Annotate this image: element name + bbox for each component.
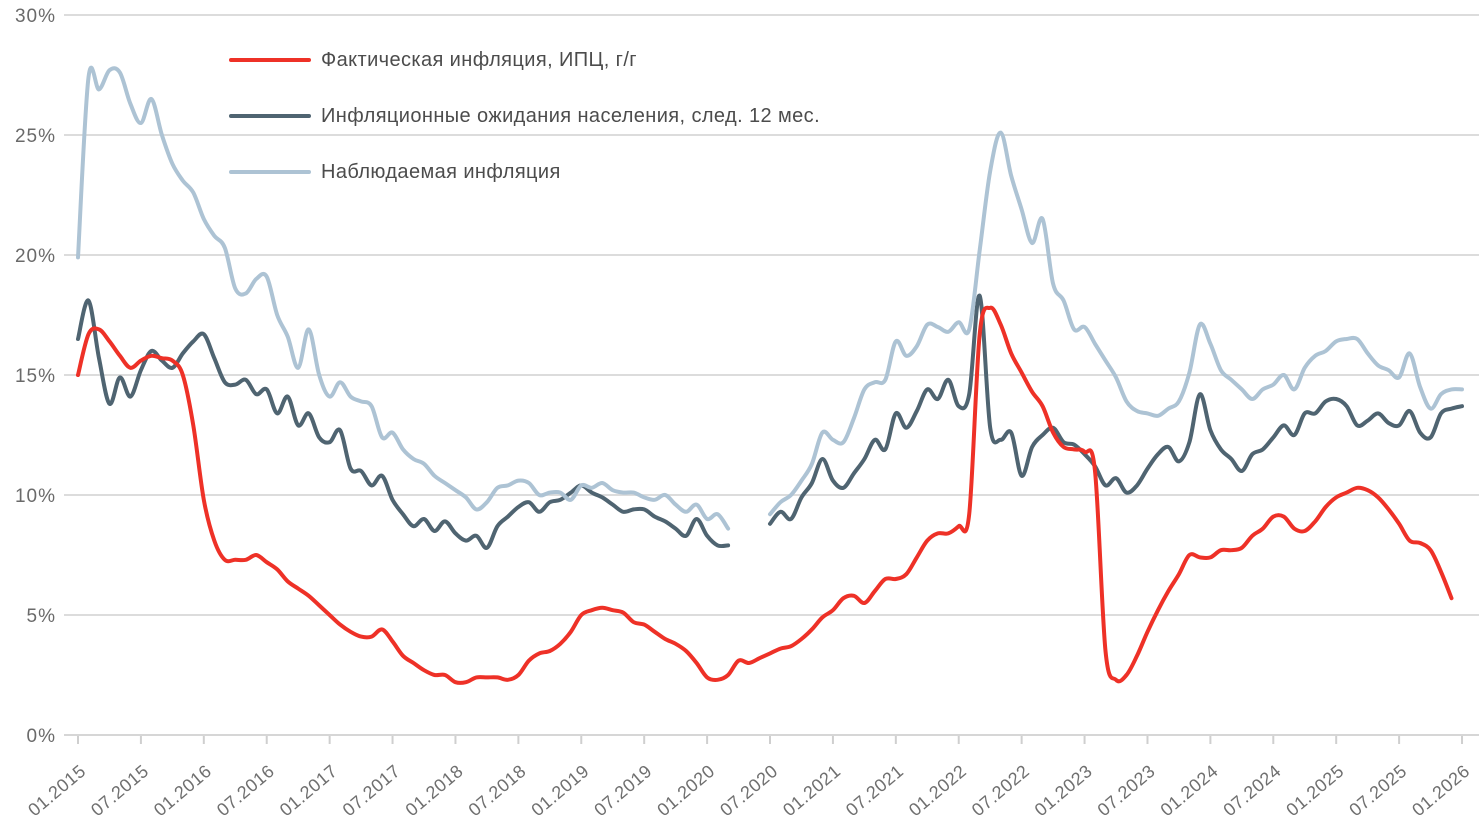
y-tick-label: 15% [15,366,56,387]
y-tick-label: 0% [27,726,56,747]
x-tick-label: 07.2015 [87,761,152,820]
y-tick-label: 30% [15,6,56,27]
x-tick-label: 01.2022 [905,761,970,820]
x-tick-label: 01.2015 [24,761,89,820]
x-tick-label: 01.2024 [1157,761,1222,820]
legend-line-icon-darkslate [229,114,311,118]
x-tick-label: 07.2024 [1219,761,1284,820]
x-tick-label: 01.2018 [402,761,467,820]
x-tick-label: 01.2026 [1408,761,1473,820]
series-line-cpi-actual [76,305,1454,685]
x-tick-label: 01.2025 [1282,761,1347,820]
x-tick-label: 07.2025 [1345,761,1410,820]
y-tick-label: 10% [15,486,56,507]
legend-label-cpi-actual: Фактическая инфляция, ИПЦ, г/г [321,48,637,71]
x-tick-label: 07.2019 [590,761,655,820]
gridlines [64,14,1479,736]
x-tick-label: 01.2016 [150,761,215,820]
legend-line-icon-red [229,58,311,62]
x-tick-label: 07.2022 [968,761,1033,820]
series-line-observed-inflation [76,65,1464,531]
x-tick-label: 07.2021 [842,761,907,820]
x-tick-label: 07.2023 [1094,761,1159,820]
legend-label-expected-inflation: Инфляционные ожидания населения, след. 1… [321,104,821,127]
x-tick-label: 01.2020 [653,761,718,820]
x-axis-labels: 01.201507.201501.201607.201601.201707.20… [24,761,1473,820]
legend-label-observed-inflation: Наблюдаемая инфляция [321,160,561,183]
legend-item-observed-inflation: Наблюдаемая инфляция [229,160,820,184]
legend-line-icon-lightblue [229,170,311,174]
x-tick-label: 01.2019 [527,761,592,820]
series-lines [76,65,1464,685]
y-tick-label: 25% [15,126,56,147]
chart-legend: Фактическая инфляция, ИПЦ, г/г Инфляцион… [229,48,820,216]
x-tick-label: 07.2016 [213,761,278,820]
x-tick-label: 01.2021 [779,761,844,820]
x-tick-label: 01.2017 [276,761,341,820]
x-tick-label: 07.2017 [339,761,404,820]
series-line-expected-inflation [76,293,1464,550]
y-axis-labels: 0% 5% 10% 15% 20% 25% 30% [15,6,56,747]
x-tick-label: 01.2023 [1031,761,1096,820]
x-tick-label: 07.2018 [465,761,530,820]
x-tick-label: 07.2020 [716,761,781,820]
legend-item-cpi-actual: Фактическая инфляция, ИПЦ, г/г [229,48,820,72]
y-tick-label: 20% [15,246,56,267]
legend-item-expected-inflation: Инфляционные ожидания населения, след. 1… [229,104,820,128]
x-axis-ticks [77,736,1464,744]
y-tick-label: 5% [27,606,56,627]
